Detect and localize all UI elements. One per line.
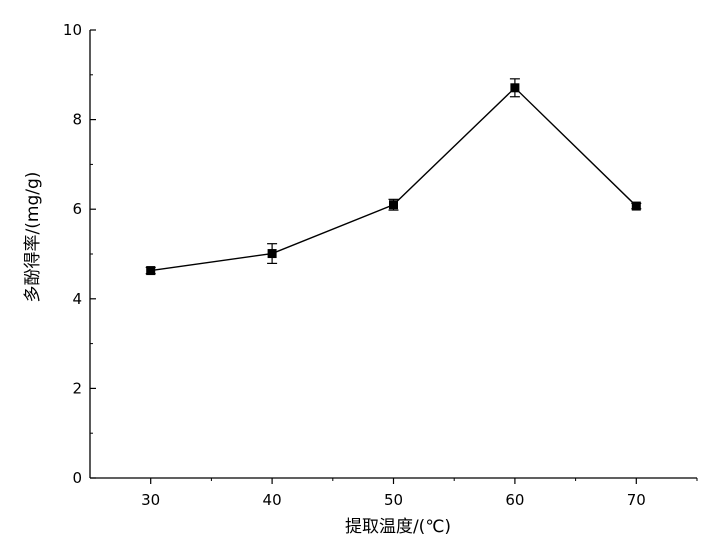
x-axis-label: 提取温度/(℃) [345, 517, 451, 537]
y-tick-label: 2 [72, 379, 82, 397]
data-series [145, 78, 642, 276]
y-tick-label: 0 [72, 469, 82, 487]
y-tick-label: 8 [72, 111, 82, 129]
tick-labels: 0 2 4 6 8 10 30 40 50 60 70 [63, 21, 646, 509]
series-line [150, 86, 637, 272]
x-tick-label: 40 [263, 491, 282, 509]
data-point [510, 83, 520, 93]
data-point [631, 201, 641, 211]
y-tick-label: 6 [72, 200, 82, 218]
x-tick-label: 50 [384, 491, 403, 509]
x-tick-label: 60 [505, 491, 524, 509]
y-tick-label: 10 [63, 21, 82, 39]
data-point [146, 266, 156, 276]
data-point [267, 249, 277, 259]
x-tick-label: 70 [627, 491, 646, 509]
y-tick-label: 4 [72, 290, 82, 308]
x-tick-label: 30 [141, 491, 160, 509]
data-point [389, 200, 398, 210]
axes [89, 29, 698, 484]
y-axis-label: 多酚得率/(mg/g) [23, 172, 43, 303]
